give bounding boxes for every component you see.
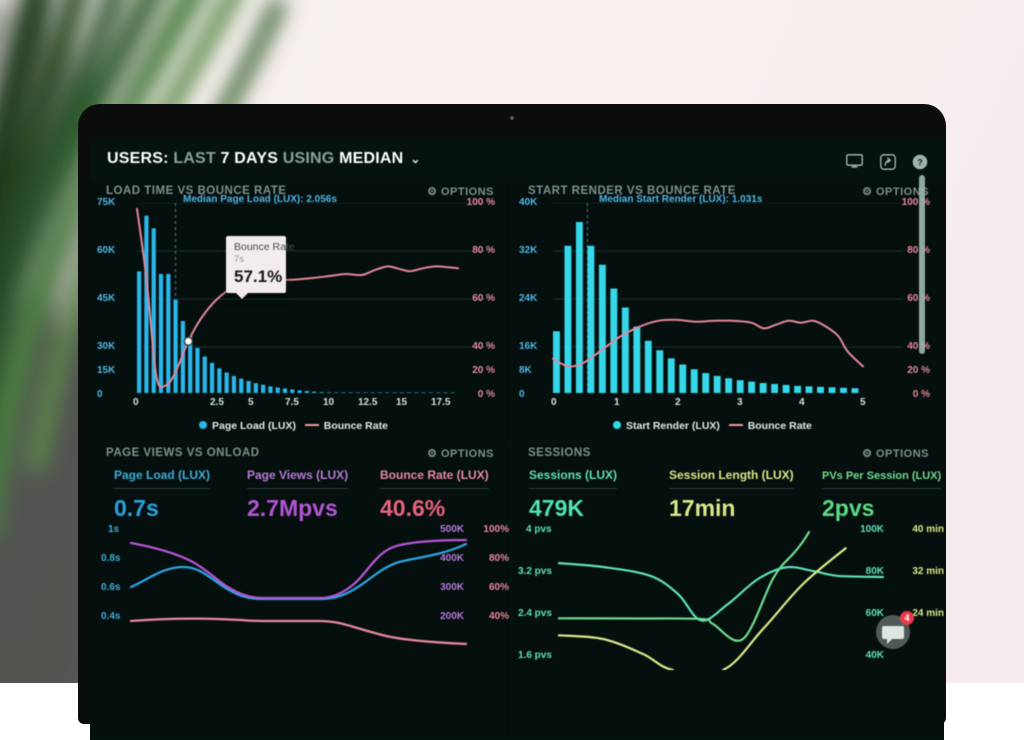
svg-text:?: ? (917, 158, 923, 168)
